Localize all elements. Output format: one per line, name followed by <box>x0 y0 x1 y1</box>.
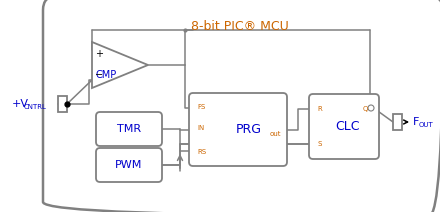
FancyBboxPatch shape <box>309 94 379 159</box>
Text: out: out <box>269 131 281 138</box>
Text: CMP: CMP <box>95 70 116 80</box>
Polygon shape <box>92 42 148 88</box>
FancyBboxPatch shape <box>393 114 402 130</box>
Text: +: + <box>95 49 103 59</box>
Text: PWM: PWM <box>115 160 143 170</box>
Text: CLC: CLC <box>335 120 359 133</box>
FancyBboxPatch shape <box>58 96 67 112</box>
Text: RS: RS <box>197 149 206 155</box>
Text: IN: IN <box>197 126 204 131</box>
Text: F: F <box>413 117 419 127</box>
Text: 8-bit PIC® MCU: 8-bit PIC® MCU <box>191 20 289 33</box>
Text: −: − <box>95 70 103 80</box>
Text: TMR: TMR <box>117 124 141 134</box>
FancyBboxPatch shape <box>96 148 162 182</box>
Circle shape <box>368 105 374 111</box>
Text: PRG: PRG <box>236 123 262 136</box>
FancyBboxPatch shape <box>96 112 162 146</box>
Text: +V: +V <box>12 99 29 109</box>
Text: R: R <box>317 106 322 112</box>
FancyBboxPatch shape <box>189 93 287 166</box>
Text: CNTRL: CNTRL <box>24 104 47 110</box>
Text: OUT: OUT <box>419 122 434 128</box>
Text: Q: Q <box>363 106 368 112</box>
Text: S: S <box>317 141 321 147</box>
Text: FS: FS <box>197 104 205 110</box>
